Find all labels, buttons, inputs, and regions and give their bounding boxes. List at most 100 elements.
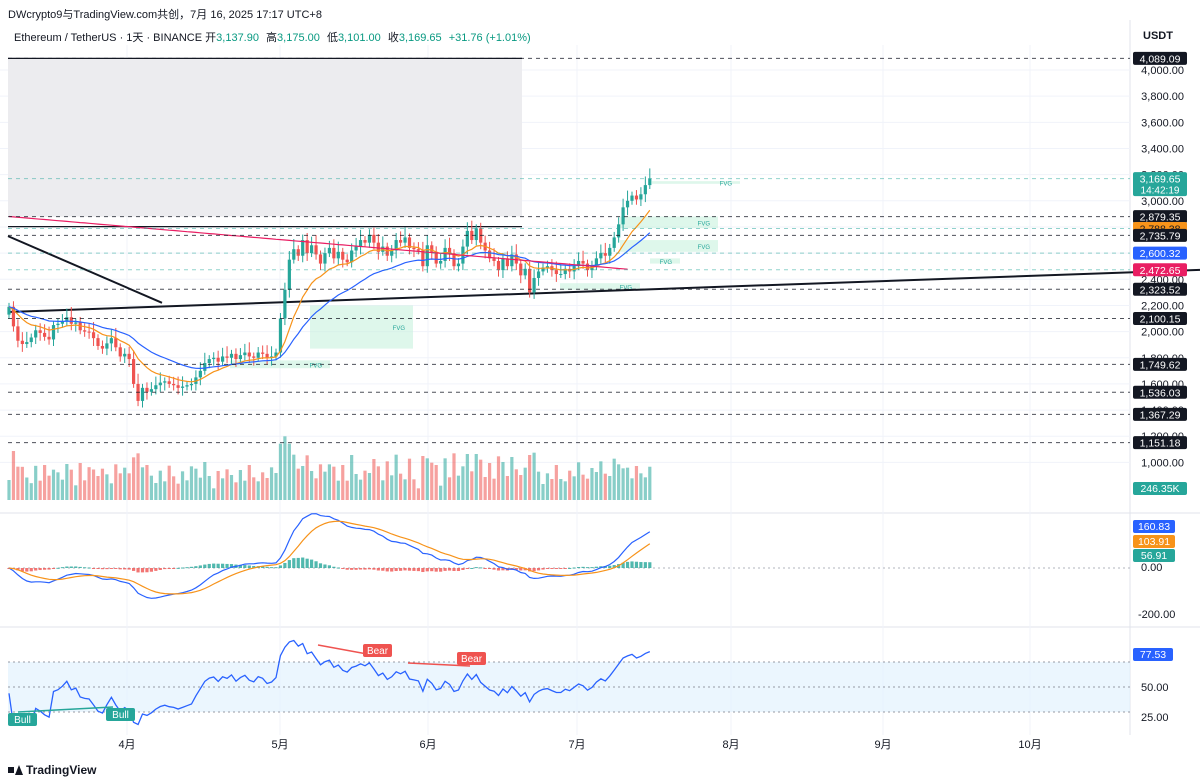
candle-body [621, 207, 625, 225]
macd-histogram-bar [399, 568, 403, 571]
macd-histogram-bar [203, 564, 207, 568]
macd-value-badge [1133, 520, 1175, 533]
volume-bar [345, 480, 349, 500]
candle-body [176, 385, 180, 388]
macd-histogram-bar [38, 568, 42, 571]
candle-body [345, 259, 349, 263]
high-value: 3,175.00 [277, 32, 320, 44]
candle-body [167, 381, 171, 384]
macd-histogram-bar [78, 566, 82, 568]
macd-histogram-bar [83, 567, 87, 569]
candle-body [603, 253, 607, 256]
key-level-badge [1133, 312, 1187, 326]
macd-histogram-bar [474, 567, 478, 569]
macd-tick-label: -200.00 [1138, 609, 1175, 621]
volume-bar [314, 478, 318, 500]
candle-body [207, 359, 211, 363]
time-tick-label: 8月 [722, 739, 739, 751]
candle-body [100, 345, 105, 349]
macd-histogram-bar [648, 562, 652, 568]
volume-bar [590, 468, 594, 500]
macd-histogram-bar [496, 568, 501, 571]
macd-value-badge [1133, 535, 1175, 548]
key-level-badge [1133, 228, 1187, 242]
trend-line [7, 268, 1200, 313]
volume-bar [105, 474, 109, 500]
macd-histogram-bar [176, 567, 180, 569]
macd-histogram-bar [345, 568, 349, 570]
publisher-line: DWcrypto9与TradingView.com共创，7月 16, 2025 … [8, 9, 322, 21]
candle-body [154, 385, 158, 390]
volume-bar [608, 476, 612, 500]
candle-body [421, 250, 425, 267]
candle-body [612, 237, 616, 248]
candle-body [630, 195, 634, 201]
candle-body [74, 322, 78, 324]
macd-histogram-bar [252, 565, 256, 568]
volume-bar [488, 463, 492, 500]
volume-bar [310, 471, 314, 500]
candle-body [323, 253, 327, 264]
tradingview-brand[interactable]: TradingView [8, 763, 96, 777]
macd-histogram-bar [452, 568, 456, 571]
volume-bar [341, 465, 345, 500]
volume-bar [483, 477, 487, 500]
macd-histogram-bar [310, 559, 314, 568]
volume-bar [461, 466, 465, 500]
macd-histogram-bar [301, 557, 305, 568]
macd-histogram-bar [332, 566, 336, 568]
macd-histogram-bar [305, 558, 309, 568]
candle-body [447, 247, 452, 254]
volume-bar [140, 467, 145, 500]
macd-histogram-bar [621, 562, 625, 568]
rsi-signal-label: Bull [14, 715, 31, 726]
volume-bar [648, 466, 652, 500]
symbol-name[interactable]: Ethereum / TetherUS · 1天 · BINANCE [14, 32, 203, 44]
volume-bar [198, 477, 202, 500]
time-tick-label: 5月 [271, 739, 288, 751]
key-level-badge [1133, 210, 1187, 224]
macd-histogram-bar [358, 568, 363, 570]
candle-body [252, 356, 256, 358]
volume-bar [43, 465, 47, 500]
time-tick-label: 9月 [874, 739, 891, 751]
candle-body [399, 240, 403, 243]
volume-value: 246.35K [1140, 483, 1179, 495]
candle-body [594, 258, 598, 267]
macd-histogram-bar [630, 561, 634, 568]
macd-histogram-bar [568, 567, 572, 569]
macd-signal-line [8, 520, 651, 595]
macd-histogram-bar [550, 568, 554, 569]
volume-bar [430, 462, 434, 500]
macd-histogram-bar [381, 568, 385, 571]
candle-body [416, 249, 420, 251]
ema-fast-line [8, 209, 651, 383]
candle-body [20, 340, 24, 345]
candle-body [363, 240, 367, 243]
volume-bar [87, 467, 91, 500]
macd-value: 56.91 [1141, 550, 1167, 562]
macd-histogram-bar [594, 566, 598, 568]
candle-body [376, 242, 380, 252]
candle-body [216, 357, 220, 362]
candle-body [238, 355, 242, 360]
candle-body [532, 277, 536, 293]
rsi-divergence-line [17, 706, 114, 713]
volume-bar [550, 479, 554, 500]
volume-bar [221, 478, 225, 500]
candle-body [60, 321, 64, 324]
volume-bar [136, 453, 140, 500]
volume-bar [603, 473, 607, 500]
rsi-signal-label: Bear [461, 654, 483, 665]
candle-body [301, 240, 305, 256]
macd-histogram-bar [212, 563, 216, 568]
volume-bar [327, 464, 331, 500]
volume-bar [416, 488, 420, 500]
macd-histogram-bar [314, 561, 318, 568]
volume-bar [350, 455, 354, 500]
price-tick-label: 1,000.00 [1141, 457, 1184, 469]
macd-histogram-bar [456, 568, 461, 572]
macd-histogram-bar [577, 567, 581, 569]
volume-bar [514, 469, 518, 500]
